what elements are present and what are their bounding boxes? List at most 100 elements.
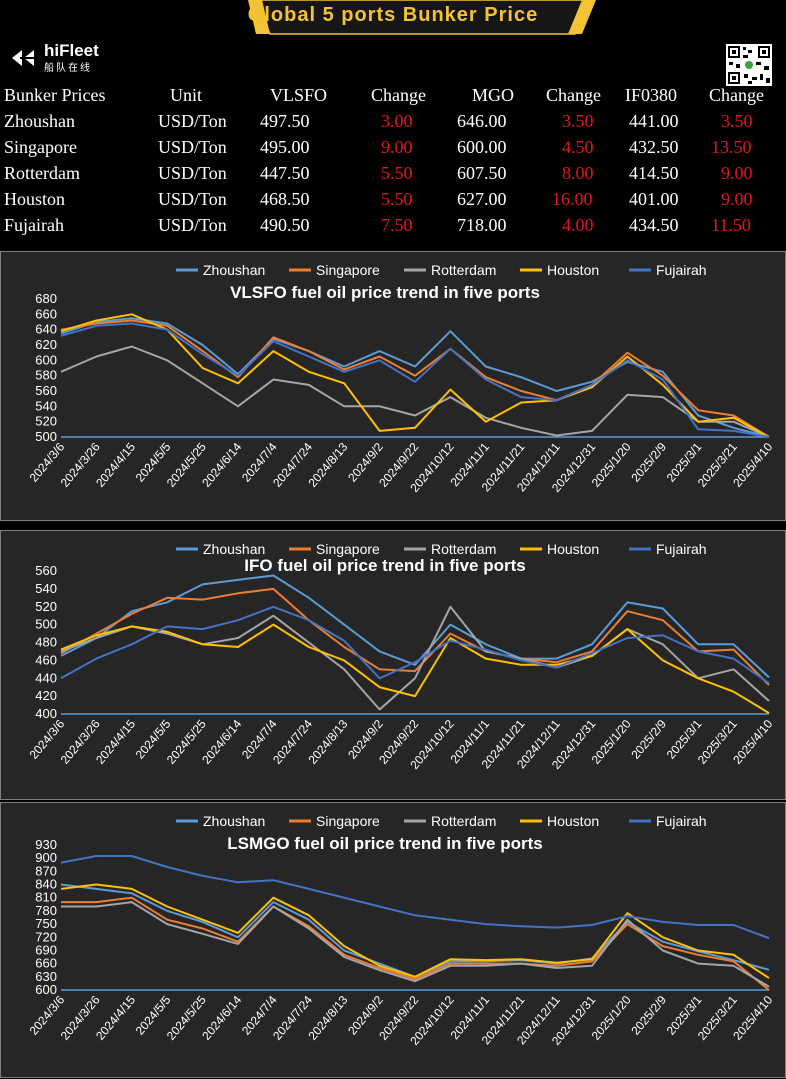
y-tick-label: 540: [35, 581, 57, 596]
y-tick-label: 600: [35, 352, 57, 367]
legend-label-rotterdam: Rotterdam: [431, 541, 496, 557]
y-tick-label: 520: [35, 599, 57, 614]
series-line-fujairah: [60, 605, 770, 685]
mgo-price: 600.00: [457, 136, 507, 157]
ifo-price: 441.00: [629, 110, 679, 131]
mgo-price: 607.50: [457, 162, 507, 183]
legend-label-houston: Houston: [547, 262, 599, 278]
y-tick-label: 420: [35, 688, 57, 703]
vlsfo-chart: Zhoushan Singapore Rotterdam Houston Fujaira…: [27, 262, 776, 495]
legend-label-zhoushan: Zhoushan: [203, 813, 265, 829]
series-line-singapore: [60, 587, 770, 686]
legend-label-zhoushan: Zhoushan: [203, 541, 265, 557]
col-header-mgo: MGO: [472, 84, 515, 105]
mgo-change: 3.50: [562, 110, 594, 131]
series-line-rotterdam: [60, 345, 770, 438]
vlsfo-price: 497.50: [260, 110, 310, 131]
legend-label-rotterdam: Rotterdam: [431, 262, 496, 278]
unit-cell: USD/Ton: [158, 110, 227, 131]
y-tick-label: 640: [35, 322, 57, 337]
qr-code-icon: [728, 46, 770, 84]
col-header-ifo: IF0380: [625, 84, 678, 105]
page-title: Global 5 ports Bunker Price: [247, 4, 539, 26]
x-tick-label: 2025/2/9: [628, 440, 669, 485]
ifo-price: 432.50: [629, 136, 679, 157]
y-tick-label: 560: [35, 383, 57, 398]
ifo-chart-panel: Zhoushan Singapore Rotterdam Houston Fujaira…: [0, 530, 786, 800]
legend-label-fujairah: Fujairah: [656, 541, 707, 557]
y-tick-label: 600: [35, 982, 57, 997]
y-tick-label: 750: [35, 916, 57, 931]
table-row: Rotterdam USD/Ton 447.50 5.50 607.50 8.0…: [0, 160, 786, 186]
logo-name: hiFleet: [44, 40, 99, 60]
legend-label-rotterdam: Rotterdam: [431, 813, 496, 829]
legend-label-houston: Houston: [547, 541, 599, 557]
y-tick-label: 440: [35, 670, 57, 685]
ifo-change: 9.00: [721, 188, 753, 209]
port-name: Houston: [4, 188, 66, 209]
vlsfo-price: 447.50: [260, 162, 310, 183]
y-tick-label: 840: [35, 877, 57, 892]
y-tick-label: 900: [35, 850, 57, 865]
series-line-houston: [60, 883, 770, 979]
chart-title: IFO fuel oil price trend in five ports: [244, 556, 525, 575]
series-line-fujairah: [60, 855, 770, 940]
unit-cell: USD/Ton: [158, 188, 227, 209]
ifo-change: 11.50: [711, 214, 751, 235]
hifleet-logo: hiFleet 船队在线: [10, 40, 99, 74]
legend-label-singapore: Singapore: [316, 262, 380, 278]
logo-subtitle: 船队在线: [44, 62, 92, 74]
series-line-houston: [60, 623, 770, 714]
vlsfo-price: 490.50: [260, 214, 310, 235]
mgo-price: 646.00: [457, 110, 507, 131]
port-name: Rotterdam: [4, 162, 80, 183]
table-row: Zhoushan USD/Ton 497.50 3.00 646.00 3.50…: [0, 108, 786, 134]
legend-label-singapore: Singapore: [316, 541, 380, 557]
y-tick-label: 720: [35, 929, 57, 944]
y-tick-label: 930: [35, 837, 57, 852]
ifo-price: 401.00: [629, 188, 679, 209]
y-tick-label: 780: [35, 903, 57, 918]
y-tick-label: 660: [35, 306, 57, 321]
port-name: Singapore: [4, 136, 77, 157]
series-line-rotterdam: [61, 901, 770, 988]
legend-label-fujairah: Fujairah: [656, 813, 707, 829]
mgo-change: 4.00: [562, 214, 594, 235]
mgo-change: 8.00: [562, 162, 594, 183]
table-row: Houston USD/Ton 468.50 5.50 627.00 16.00…: [0, 186, 786, 212]
port-name: Fujairah: [4, 214, 64, 235]
y-tick-label: 520: [35, 414, 57, 429]
chart-title: LSMGO fuel oil price trend in five ports: [227, 834, 542, 853]
vlsfo-change: 3.00: [381, 110, 413, 131]
y-tick-label: 580: [35, 368, 57, 383]
y-tick-label: 810: [35, 890, 57, 905]
ifo-price: 414.50: [629, 162, 679, 183]
col-header-bunker-prices: Bunker Prices: [4, 84, 106, 105]
ifo-change: 9.00: [721, 162, 753, 183]
x-tick-label: 2025/2/9: [628, 993, 669, 1038]
y-tick-label: 540: [35, 398, 57, 413]
chart-title: VLSFO fuel oil price trend in five ports: [230, 283, 540, 302]
bunker-price-table: Bunker Prices Unit VLSFO Change MGO Chan…: [0, 82, 786, 238]
series-line-fujairah: [60, 322, 770, 438]
mgo-price: 718.00: [457, 214, 507, 235]
title-banner: Global 5 ports Bunker Price: [0, 0, 786, 36]
table-row: Singapore USD/Ton 495.00 9.00 600.00 4.5…: [0, 134, 786, 160]
legend-label-houston: Houston: [547, 813, 599, 829]
unit-cell: USD/Ton: [158, 136, 227, 157]
series-line-houston: [60, 313, 770, 438]
mgo-change: 16.00: [552, 188, 593, 209]
vlsfo-change: 5.50: [381, 162, 413, 183]
y-tick-label: 690: [35, 942, 57, 957]
col-header-ifo-change: Change: [709, 84, 764, 105]
logo-icon: [12, 50, 34, 66]
col-header-vlsfo-change: Change: [371, 84, 426, 105]
legend-label-zhoushan: Zhoushan: [203, 262, 265, 278]
port-name: Zhoushan: [4, 110, 75, 131]
banner-shape: [248, 0, 596, 35]
lsmgo-chart-panel: Zhoushan Singapore Rotterdam Houston Fujaira…: [0, 802, 786, 1078]
vlsfo-change: 7.50: [381, 214, 413, 235]
ifo-price: 434.50: [629, 214, 679, 235]
table-header-row: Bunker Prices Unit VLSFO Change MGO Chan…: [0, 82, 786, 108]
ifo-change: 3.50: [721, 110, 753, 131]
